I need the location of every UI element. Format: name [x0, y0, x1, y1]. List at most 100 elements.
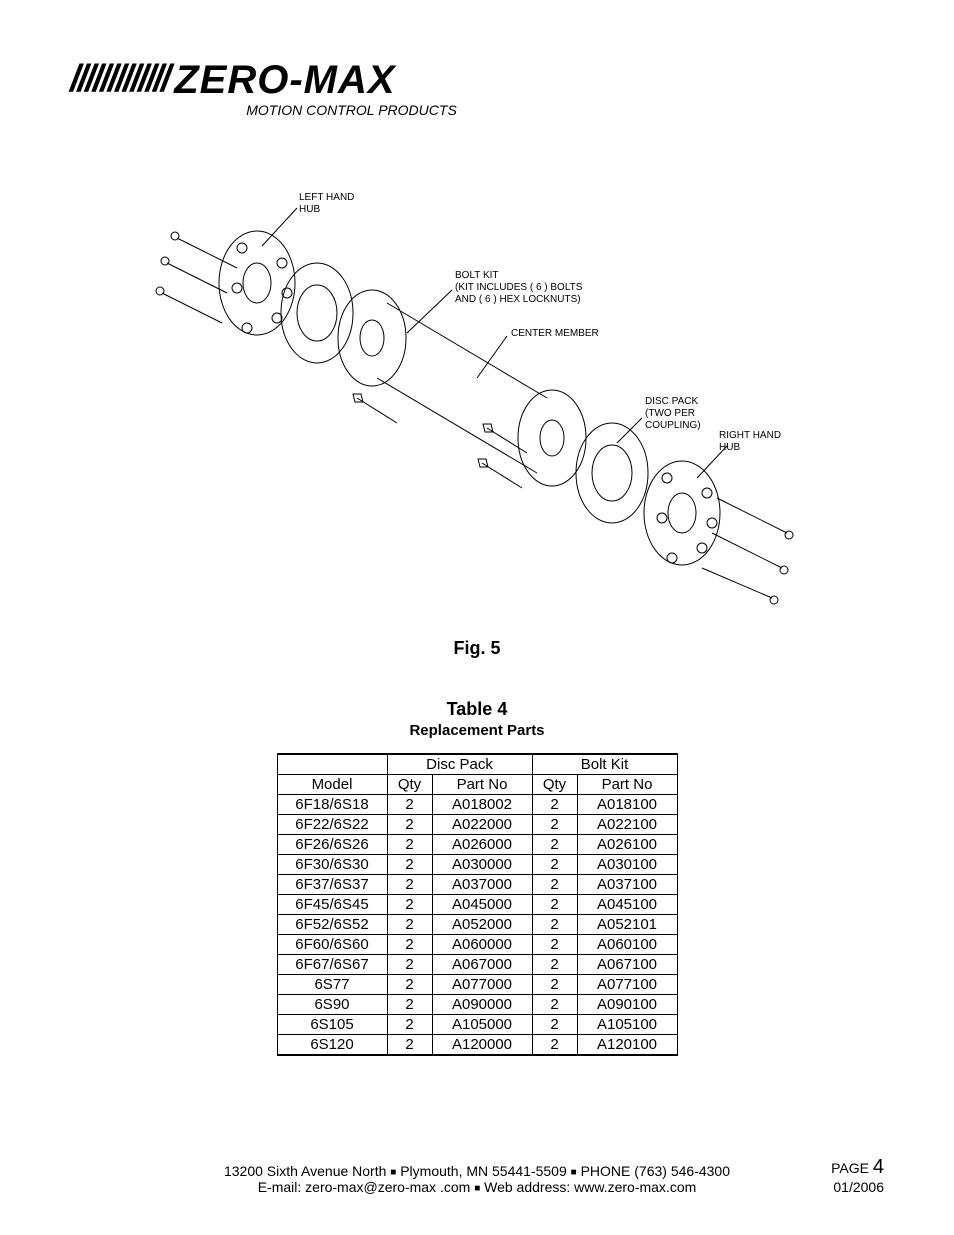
coupling-svg — [147, 178, 807, 608]
table-cell: A067100 — [577, 955, 677, 975]
table-cell: A052000 — [432, 915, 532, 935]
replacement-parts-table: Disc Pack Bolt Kit Model Qty Part No Qty… — [277, 753, 678, 1056]
callout-disc-pack: DISC PACK (TWO PER COUPLING) — [645, 396, 701, 432]
table-cell: 2 — [387, 875, 432, 895]
table-cell: 2 — [387, 815, 432, 835]
table-cell: 2 — [532, 875, 577, 895]
table-cell: A045100 — [577, 895, 677, 915]
footer-date: 01/2006 — [831, 1179, 884, 1195]
table-cell: 2 — [532, 935, 577, 955]
table-row: 6S902A0900002A090100 — [277, 995, 677, 1015]
footer-phone: PHONE (763) 546-4300 — [581, 1163, 730, 1179]
table-cell: 6S90 — [277, 995, 387, 1015]
table-cell: A022100 — [577, 815, 677, 835]
table-cell: 2 — [532, 975, 577, 995]
table-row: 6F26/6S262A0260002A026100 — [277, 835, 677, 855]
table-cell: A060000 — [432, 935, 532, 955]
callout-disc-pack-text: DISC PACK (TWO PER COUPLING) — [645, 396, 701, 431]
table-cell: 6F26/6S26 — [277, 835, 387, 855]
group-header-bolt-kit: Bolt Kit — [532, 754, 677, 775]
page-label: PAGE — [831, 1160, 869, 1176]
footer-web: www.zero-max.com — [574, 1179, 696, 1195]
table-cell: 6F22/6S22 — [277, 815, 387, 835]
group-header-disc-pack: Disc Pack — [387, 754, 532, 775]
table-cell: 6F52/6S52 — [277, 915, 387, 935]
table-row: 6F60/6S602A0600002A060100 — [277, 935, 677, 955]
brand-subtitle: MOTION CONTROL PRODUCTS — [246, 102, 457, 118]
table-cell: 6S120 — [277, 1035, 387, 1056]
table-cell: 2 — [387, 995, 432, 1015]
table-row: 6F45/6S452A0450002A045100 — [277, 895, 677, 915]
table-cell: 6F18/6S18 — [277, 795, 387, 815]
table-cell: A105100 — [577, 1015, 677, 1035]
table-cell: 2 — [387, 795, 432, 815]
table-cell: 6F30/6S30 — [277, 855, 387, 875]
separator-icon: ■ — [474, 1183, 480, 1194]
callout-center-member: CENTER MEMBER — [511, 328, 599, 340]
callout-right-hub: RIGHT HAND HUB — [719, 430, 781, 454]
table-cell: A060100 — [577, 935, 677, 955]
table-cell: A018002 — [432, 795, 532, 815]
table-title: Table 4 — [70, 699, 884, 720]
table-cell: 6S105 — [277, 1015, 387, 1035]
footer-line2: E-mail: zero-max@zero-max .com ■ Web add… — [70, 1179, 884, 1195]
table-col-header-row: Model Qty Part No Qty Part No — [277, 775, 677, 795]
col-disc-qty: Qty — [387, 775, 432, 795]
table-cell: 2 — [532, 915, 577, 935]
table-cell: A090100 — [577, 995, 677, 1015]
page-number-block: PAGE 4 01/2006 — [831, 1156, 884, 1195]
table-cell: A120000 — [432, 1035, 532, 1056]
table-cell: 6F60/6S60 — [277, 935, 387, 955]
col-bolt-pn: Part No — [577, 775, 677, 795]
callout-left-hub: LEFT HAND HUB — [299, 192, 354, 216]
table-row: 6F67/6S672A0670002A067100 — [277, 955, 677, 975]
table-row: 6S1052A1050002A105100 — [277, 1015, 677, 1035]
table-cell: A105000 — [432, 1015, 532, 1035]
callout-right-hub-text: RIGHT HAND HUB — [719, 430, 781, 453]
col-bolt-qty: Qty — [532, 775, 577, 795]
footer-address: 13200 Sixth Avenue North — [224, 1163, 386, 1179]
table-cell: A052101 — [577, 915, 677, 935]
table-cell: 2 — [387, 915, 432, 935]
table-cell: 2 — [532, 815, 577, 835]
table-cell: A077100 — [577, 975, 677, 995]
callout-bolt-kit: BOLT KIT (KIT INCLUDES ( 6 ) BOLTS AND (… — [455, 270, 582, 306]
table-cell: 2 — [387, 1035, 432, 1056]
table-cell: 6F37/6S37 — [277, 875, 387, 895]
page-footer: 13200 Sixth Avenue North ■ Plymouth, MN … — [70, 1163, 884, 1195]
table-cell: 2 — [387, 835, 432, 855]
group-header-blank — [277, 754, 387, 775]
col-model: Model — [277, 775, 387, 795]
table-cell: A026100 — [577, 835, 677, 855]
table-cell: A018100 — [577, 795, 677, 815]
table-cell: A037100 — [577, 875, 677, 895]
table-cell: A090000 — [432, 995, 532, 1015]
table-group-header-row: Disc Pack Bolt Kit — [277, 754, 677, 775]
table-cell: 2 — [387, 935, 432, 955]
table-cell: 6S77 — [277, 975, 387, 995]
table-cell: A077000 — [432, 975, 532, 995]
table-cell: A067000 — [432, 955, 532, 975]
separator-icon: ■ — [571, 1167, 577, 1178]
table-cell: A037000 — [432, 875, 532, 895]
table-cell: A022000 — [432, 815, 532, 835]
callout-bolt-kit-text: BOLT KIT (KIT INCLUDES ( 6 ) BOLTS AND (… — [455, 270, 582, 305]
table-row: 6S1202A1200002A120100 — [277, 1035, 677, 1056]
table-subtitle: Replacement Parts — [70, 722, 884, 739]
separator-icon: ■ — [390, 1167, 396, 1178]
table-cell: 2 — [532, 1035, 577, 1056]
page-header: ///////////// ZERO-MAX MOTION CONTROL PR… — [70, 60, 884, 118]
logo-slashes: ///////////// — [70, 60, 168, 98]
callout-center-member-text: CENTER MEMBER — [511, 328, 599, 339]
table-row: 6F22/6S222A0220002A022100 — [277, 815, 677, 835]
footer-email: zero-max@zero-max .com — [305, 1179, 470, 1195]
table-cell: 2 — [387, 955, 432, 975]
table-row: 6F30/6S302A0300002A030100 — [277, 855, 677, 875]
table-cell: 2 — [532, 795, 577, 815]
brand-name: ZERO-MAX — [174, 60, 457, 100]
table-row: 6S772A0770002A077100 — [277, 975, 677, 995]
exploded-diagram: LEFT HAND HUB BOLT KIT (KIT INCLUDES ( 6… — [147, 178, 807, 608]
page-number: 4 — [873, 1156, 884, 1178]
table-cell: A026000 — [432, 835, 532, 855]
figure-caption: Fig. 5 — [70, 638, 884, 659]
